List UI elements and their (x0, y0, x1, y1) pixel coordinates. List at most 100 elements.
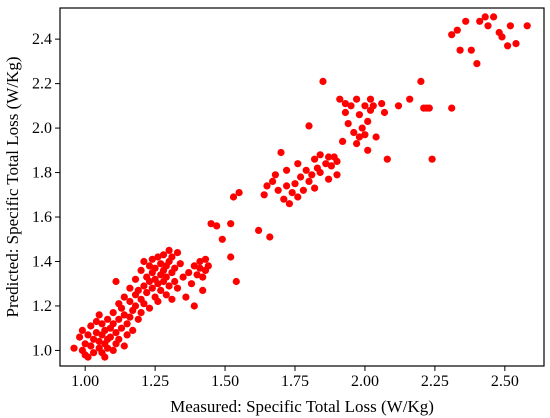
data-point (165, 246, 173, 254)
data-point (148, 284, 156, 292)
data-point (140, 282, 148, 290)
data-point (187, 280, 196, 288)
data-point (145, 304, 154, 312)
data-point (201, 255, 210, 263)
data-point (353, 95, 361, 103)
y-tick-label: 1.0 (32, 342, 52, 359)
data-point (115, 335, 123, 343)
data-point (355, 111, 363, 119)
data-point (227, 220, 235, 228)
data-point (235, 189, 243, 197)
data-point (120, 342, 128, 350)
data-point (271, 171, 279, 179)
data-point (341, 108, 349, 117)
data-point (523, 22, 531, 30)
data-point (341, 100, 349, 108)
data-point (299, 186, 307, 194)
data-point (280, 195, 288, 203)
data-point (383, 155, 391, 163)
y-tick-label: 1.2 (32, 298, 52, 315)
x-tick-label: 1.50 (211, 373, 239, 390)
data-point (347, 102, 355, 110)
data-point (213, 222, 221, 230)
data-point (294, 193, 302, 201)
data-point (322, 160, 330, 168)
data-point (269, 177, 277, 185)
data-point (145, 262, 154, 270)
data-point (207, 220, 215, 228)
data-point (92, 329, 100, 337)
data-point (364, 146, 372, 154)
data-point (506, 22, 514, 30)
data-point (120, 293, 128, 301)
y-axis-ticks: 1.0 1.2 1.4 1.6 1.8 2.0 2.2 2.4 (32, 31, 60, 359)
data-point (311, 155, 319, 163)
data-point (283, 166, 291, 174)
data-point (87, 342, 95, 350)
data-point (109, 309, 117, 317)
data-point (171, 277, 179, 286)
data-point (117, 304, 126, 312)
x-tick-label: 1.25 (141, 373, 169, 390)
data-point (126, 297, 134, 306)
data-point (339, 137, 347, 145)
data-point (288, 189, 296, 197)
data-point (378, 100, 386, 108)
data-point (145, 277, 154, 286)
data-point (104, 315, 112, 323)
data-point (448, 104, 456, 112)
y-axis-title: Predicted: Specific Total Loss (W/Kg) (3, 57, 22, 318)
data-point (131, 302, 140, 310)
data-point (372, 133, 380, 141)
data-point (311, 184, 319, 192)
data-point (162, 291, 170, 299)
data-point (305, 177, 313, 185)
x-axis-ticks: 1.00 1.25 1.50 1.75 2.00 2.25 2.50 (71, 366, 519, 390)
data-point (204, 262, 212, 270)
y-tick-label: 1.6 (32, 209, 52, 226)
data-point (327, 162, 335, 170)
data-point (168, 253, 176, 261)
x-tick-label: 1.75 (281, 373, 309, 390)
data-point (134, 286, 142, 294)
data-point (92, 317, 100, 326)
data-point (179, 273, 187, 281)
x-tick-label: 2.50 (491, 373, 519, 390)
data-point (302, 166, 310, 174)
data-point (193, 271, 201, 279)
data-point (84, 353, 92, 361)
data-point (277, 148, 285, 157)
data-point (344, 120, 352, 128)
data-point (176, 260, 184, 268)
data-point (90, 335, 98, 343)
x-axis-title: Measured: Specific Total Loss (W/Kg) (170, 397, 434, 416)
data-point (182, 293, 190, 301)
data-point (109, 320, 117, 328)
data-point (490, 13, 498, 21)
data-point (112, 277, 120, 286)
data-point (364, 117, 372, 125)
data-point (154, 297, 162, 306)
data-point (467, 46, 475, 54)
data-point (358, 124, 366, 132)
data-point (109, 346, 117, 354)
data-point (106, 333, 114, 341)
data-point (274, 186, 282, 194)
data-point (115, 315, 123, 323)
data-point (476, 17, 484, 25)
data-point (196, 264, 204, 272)
data-point (76, 333, 84, 341)
data-point (199, 286, 207, 294)
data-point (361, 102, 369, 110)
data-point (84, 331, 92, 339)
y-tick-label: 1.8 (32, 165, 52, 182)
data-point (456, 46, 464, 54)
data-point (380, 108, 389, 117)
data-point (157, 260, 165, 268)
data-point (123, 320, 131, 328)
data-point (291, 180, 299, 188)
data-point (417, 77, 425, 85)
data-point (481, 13, 489, 21)
data-points (70, 13, 531, 361)
